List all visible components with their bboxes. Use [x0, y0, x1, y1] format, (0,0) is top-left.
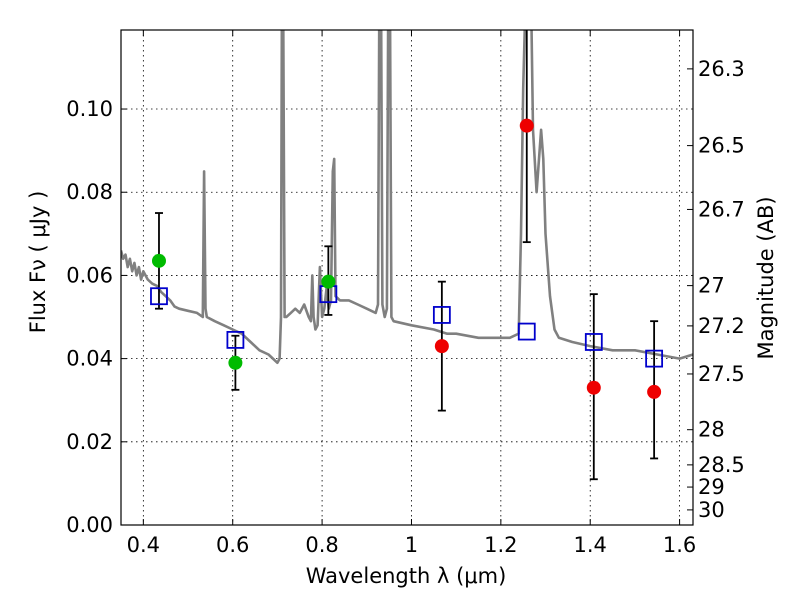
- observed-point: [647, 384, 662, 399]
- right-tick-label: 26.7: [698, 197, 745, 221]
- tick-labels: 0.4 0.6 0.8 1 1.2 1.4 1.6 0.00 0.02 0.04 0.06 0.08 0…: [66, 57, 745, 557]
- model-photometry-square: [645, 349, 664, 368]
- plot-frame: [120, 29, 694, 526]
- y-tick-label: 0.02: [66, 430, 113, 454]
- model-photometry-square: [517, 322, 536, 341]
- spectrum-line: [121, 30, 693, 365]
- model-photometry-square: [226, 330, 245, 349]
- observed-point: [434, 339, 449, 354]
- y-tick-label: 0.08: [66, 180, 113, 204]
- right-tick-label: 29: [698, 475, 725, 499]
- x-tick-label: 0.8: [305, 533, 338, 557]
- right-tick-label: 27.2: [698, 314, 745, 338]
- right-tick-label: 28: [698, 418, 725, 442]
- x-axis-label: Wavelength λ (μm): [306, 564, 507, 588]
- right-tick-label: 26.3: [698, 57, 745, 81]
- x-tick-label: 1.6: [663, 533, 696, 557]
- y-axis-label: Flux Fν ( μJy ): [26, 191, 50, 334]
- y-tick-label: 0.00: [66, 513, 113, 537]
- grid: [121, 30, 693, 526]
- observed-point: [519, 118, 534, 133]
- right-tick-label: 27: [698, 274, 725, 298]
- x-tick-label: 0.4: [127, 533, 160, 557]
- spectrum-line-group: [121, 30, 693, 365]
- right-tick-label: 27.5: [698, 362, 745, 386]
- model-photometry-square: [584, 333, 603, 351]
- observed-point: [151, 253, 166, 268]
- y-tick-label: 0.10: [66, 97, 113, 121]
- observed-point: [321, 274, 336, 289]
- model-photometry-square: [150, 287, 168, 306]
- right-tick-label: 30: [698, 498, 725, 522]
- ticks: [121, 30, 693, 526]
- error-bars: [154, 30, 659, 481]
- right-tick-label: 26.5: [698, 134, 745, 158]
- right-axis-label: Magnitude (AB): [754, 196, 778, 359]
- y-tick-label: 0.06: [66, 263, 113, 287]
- x-tick-label: 1.2: [484, 533, 517, 557]
- x-tick-label: 1: [405, 533, 418, 557]
- y-tick-label: 0.04: [66, 347, 113, 371]
- observed-point: [586, 380, 601, 395]
- right-tick-label: 28.5: [698, 453, 745, 477]
- model-photometry-square: [432, 306, 451, 324]
- x-tick-label: 0.6: [216, 533, 249, 557]
- observed-point: [228, 355, 243, 370]
- x-tick-label: 1.4: [574, 533, 607, 557]
- markers: [150, 118, 664, 399]
